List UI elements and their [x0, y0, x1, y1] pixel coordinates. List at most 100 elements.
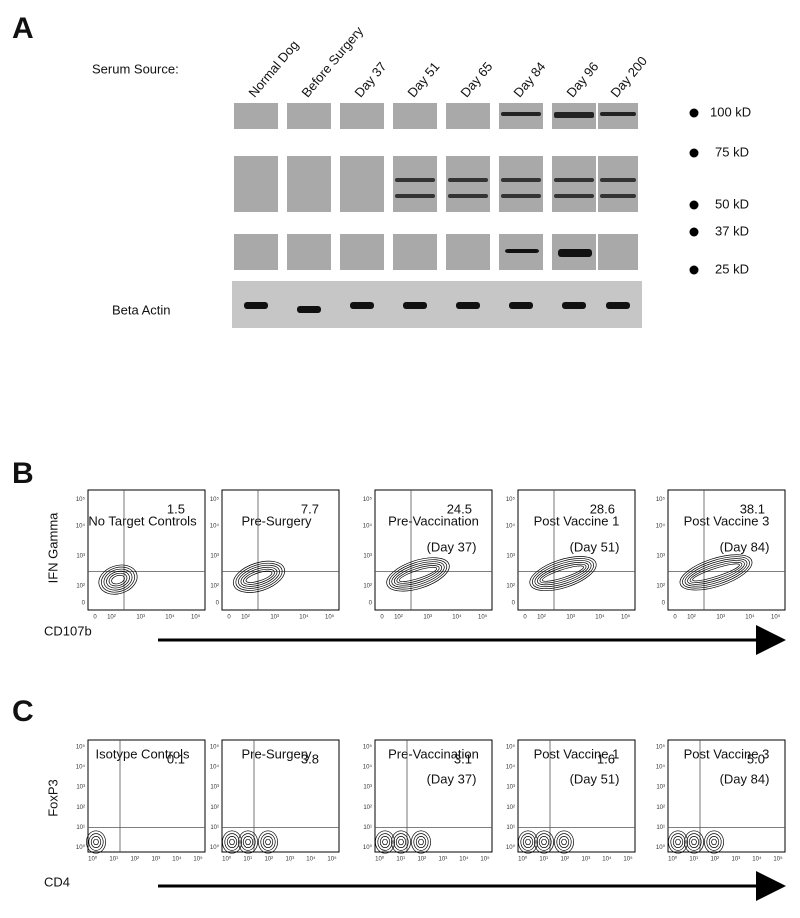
tick-label: 10⁵ [327, 856, 337, 863]
tick-label: 10³ [716, 615, 725, 621]
marker-dot [689, 265, 699, 275]
tick-label: 10¹ [76, 825, 85, 831]
tick-label: 10² [656, 805, 665, 811]
tick-label: 10⁵ [478, 614, 488, 621]
tick-label: 10² [76, 584, 85, 590]
plot-title: Post Vaccine 1 [534, 513, 620, 528]
band [554, 194, 594, 198]
tick-label: 10⁴ [76, 523, 86, 530]
tick-label: 10³ [506, 554, 515, 560]
quadrant-value: 24.5 [447, 501, 472, 516]
marker-dot [689, 108, 699, 118]
tick-label: 10² [76, 805, 85, 811]
tick-label: 10⁵ [325, 614, 335, 621]
contour [529, 556, 597, 592]
tick-label: 10⁴ [506, 523, 516, 530]
blot-lane [234, 156, 278, 212]
contour [238, 564, 280, 589]
tick-label: 0 [227, 615, 231, 621]
blot-lane [446, 234, 490, 270]
contour [691, 838, 697, 846]
tick-label: 10⁴ [76, 763, 86, 770]
plot-frame [221, 739, 340, 853]
tick-label: 10⁴ [172, 856, 182, 863]
marker-dot [689, 148, 699, 158]
tick-label: 10⁰ [375, 856, 385, 863]
tick-label: 10¹ [656, 825, 665, 831]
plot-title: Post Vaccine 3 [684, 513, 770, 528]
tick-label: 10¹ [109, 857, 118, 863]
quadrant-value: 3.8 [301, 751, 319, 766]
contour [704, 830, 724, 854]
contour [395, 836, 407, 848]
band [600, 178, 636, 182]
beta-actin-label: Beta Actin [112, 302, 171, 317]
quadrant-value: 38.1 [740, 501, 765, 516]
tick-label: 10⁵ [76, 743, 86, 750]
contour [413, 833, 429, 851]
panel-label: B [12, 457, 34, 490]
plot-title: Post Vaccine 1 [534, 746, 620, 761]
contour [398, 566, 438, 582]
tick-label: 10⁴ [459, 856, 469, 863]
contour [556, 833, 572, 851]
blot-lane [446, 103, 490, 129]
contour [386, 557, 450, 592]
tick-label: 0 [673, 615, 677, 621]
tick-label: 10³ [76, 554, 85, 560]
contour [265, 838, 271, 846]
plot-title: Post Vaccine 3 [684, 746, 770, 761]
tick-label: 10⁴ [656, 763, 666, 770]
contour [672, 836, 684, 848]
contour [708, 836, 720, 848]
contour [240, 833, 256, 851]
contour [687, 560, 745, 585]
band [448, 178, 488, 182]
tick-label: 10⁴ [210, 763, 220, 770]
tick-label: 10⁴ [745, 614, 755, 621]
tick-label: 10³ [363, 785, 372, 791]
quadrant-value: 5.0 [747, 751, 765, 766]
tick-label: 10¹ [539, 857, 548, 863]
tick-label: 10³ [210, 554, 219, 560]
tick-label: 10² [241, 615, 250, 621]
tick-label: 10⁰ [518, 856, 528, 863]
contour [262, 836, 274, 848]
tick-label: 10³ [76, 785, 85, 791]
tick-label: 10⁵ [191, 614, 201, 621]
contour [393, 833, 409, 851]
tick-label: 10⁰ [656, 844, 666, 851]
plot-title: Pre-Surgery [241, 746, 312, 761]
tick-label: 10² [394, 615, 403, 621]
x-axis-label: CD4 [44, 874, 70, 889]
tick-label: 10³ [210, 785, 219, 791]
tick-label: 10³ [136, 615, 145, 621]
band [554, 112, 594, 118]
lane-label: Day 84 [510, 59, 548, 100]
contour [108, 572, 128, 587]
tick-label: 0 [662, 600, 666, 606]
marker-dot [689, 200, 699, 210]
y-axis-label: IFN Gamma [45, 512, 60, 584]
marker-label: 100 kD [710, 104, 751, 119]
tick-label: 10¹ [363, 825, 372, 831]
tick-label: 10⁵ [656, 743, 666, 750]
contour [391, 830, 411, 854]
tick-label: 10⁴ [506, 763, 516, 770]
contour [536, 833, 552, 851]
contour [393, 563, 443, 586]
tick-label: 10³ [152, 857, 161, 863]
plot-subtitle: (Day 84) [720, 539, 770, 554]
tick-label: 10² [537, 615, 546, 621]
plot-title: Isotype Controls [96, 746, 190, 761]
contour [243, 568, 275, 585]
band [501, 194, 541, 198]
contour [518, 830, 538, 854]
band [558, 249, 592, 257]
marker-label: 50 kD [715, 196, 749, 211]
tick-label: 10⁰ [506, 844, 516, 851]
contour [520, 833, 536, 851]
contour [539, 563, 587, 584]
tick-label: 10⁴ [306, 856, 316, 863]
